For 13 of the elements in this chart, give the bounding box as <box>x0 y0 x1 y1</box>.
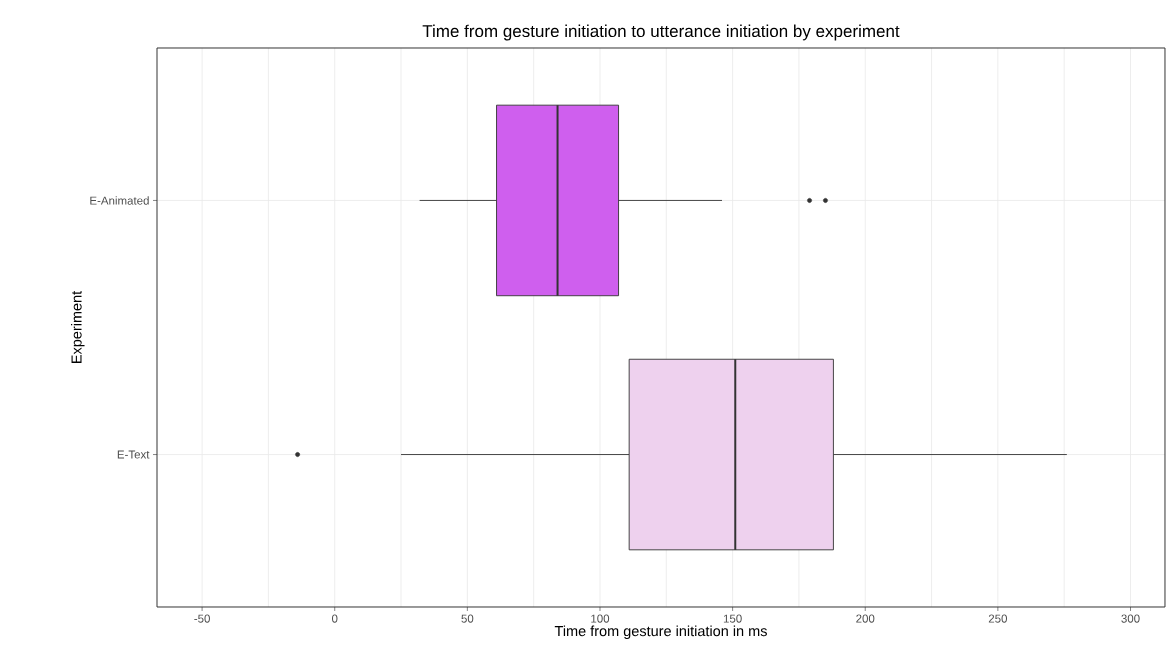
chart-title: Time from gesture initiation to utterance initiation by experiment <box>422 24 900 41</box>
y-tick-label: E-Text <box>117 450 150 459</box>
x-tick-label: 150 <box>723 614 742 623</box>
x-tick-label: 100 <box>591 614 610 623</box>
x-tick-label: 50 <box>461 614 474 623</box>
x-tick-label: 250 <box>988 614 1008 623</box>
y-axis-title: Experiment <box>71 290 85 363</box>
x-tick-label: 0 <box>331 614 338 623</box>
x-tick-label: 200 <box>856 614 875 623</box>
x-tick-label: 300 <box>1121 614 1140 623</box>
y-tick-label: E-Animated <box>90 196 149 205</box>
x-axis-title: Time from gesture initiation in ms <box>554 625 767 640</box>
x-tick-label: -50 <box>194 614 210 623</box>
